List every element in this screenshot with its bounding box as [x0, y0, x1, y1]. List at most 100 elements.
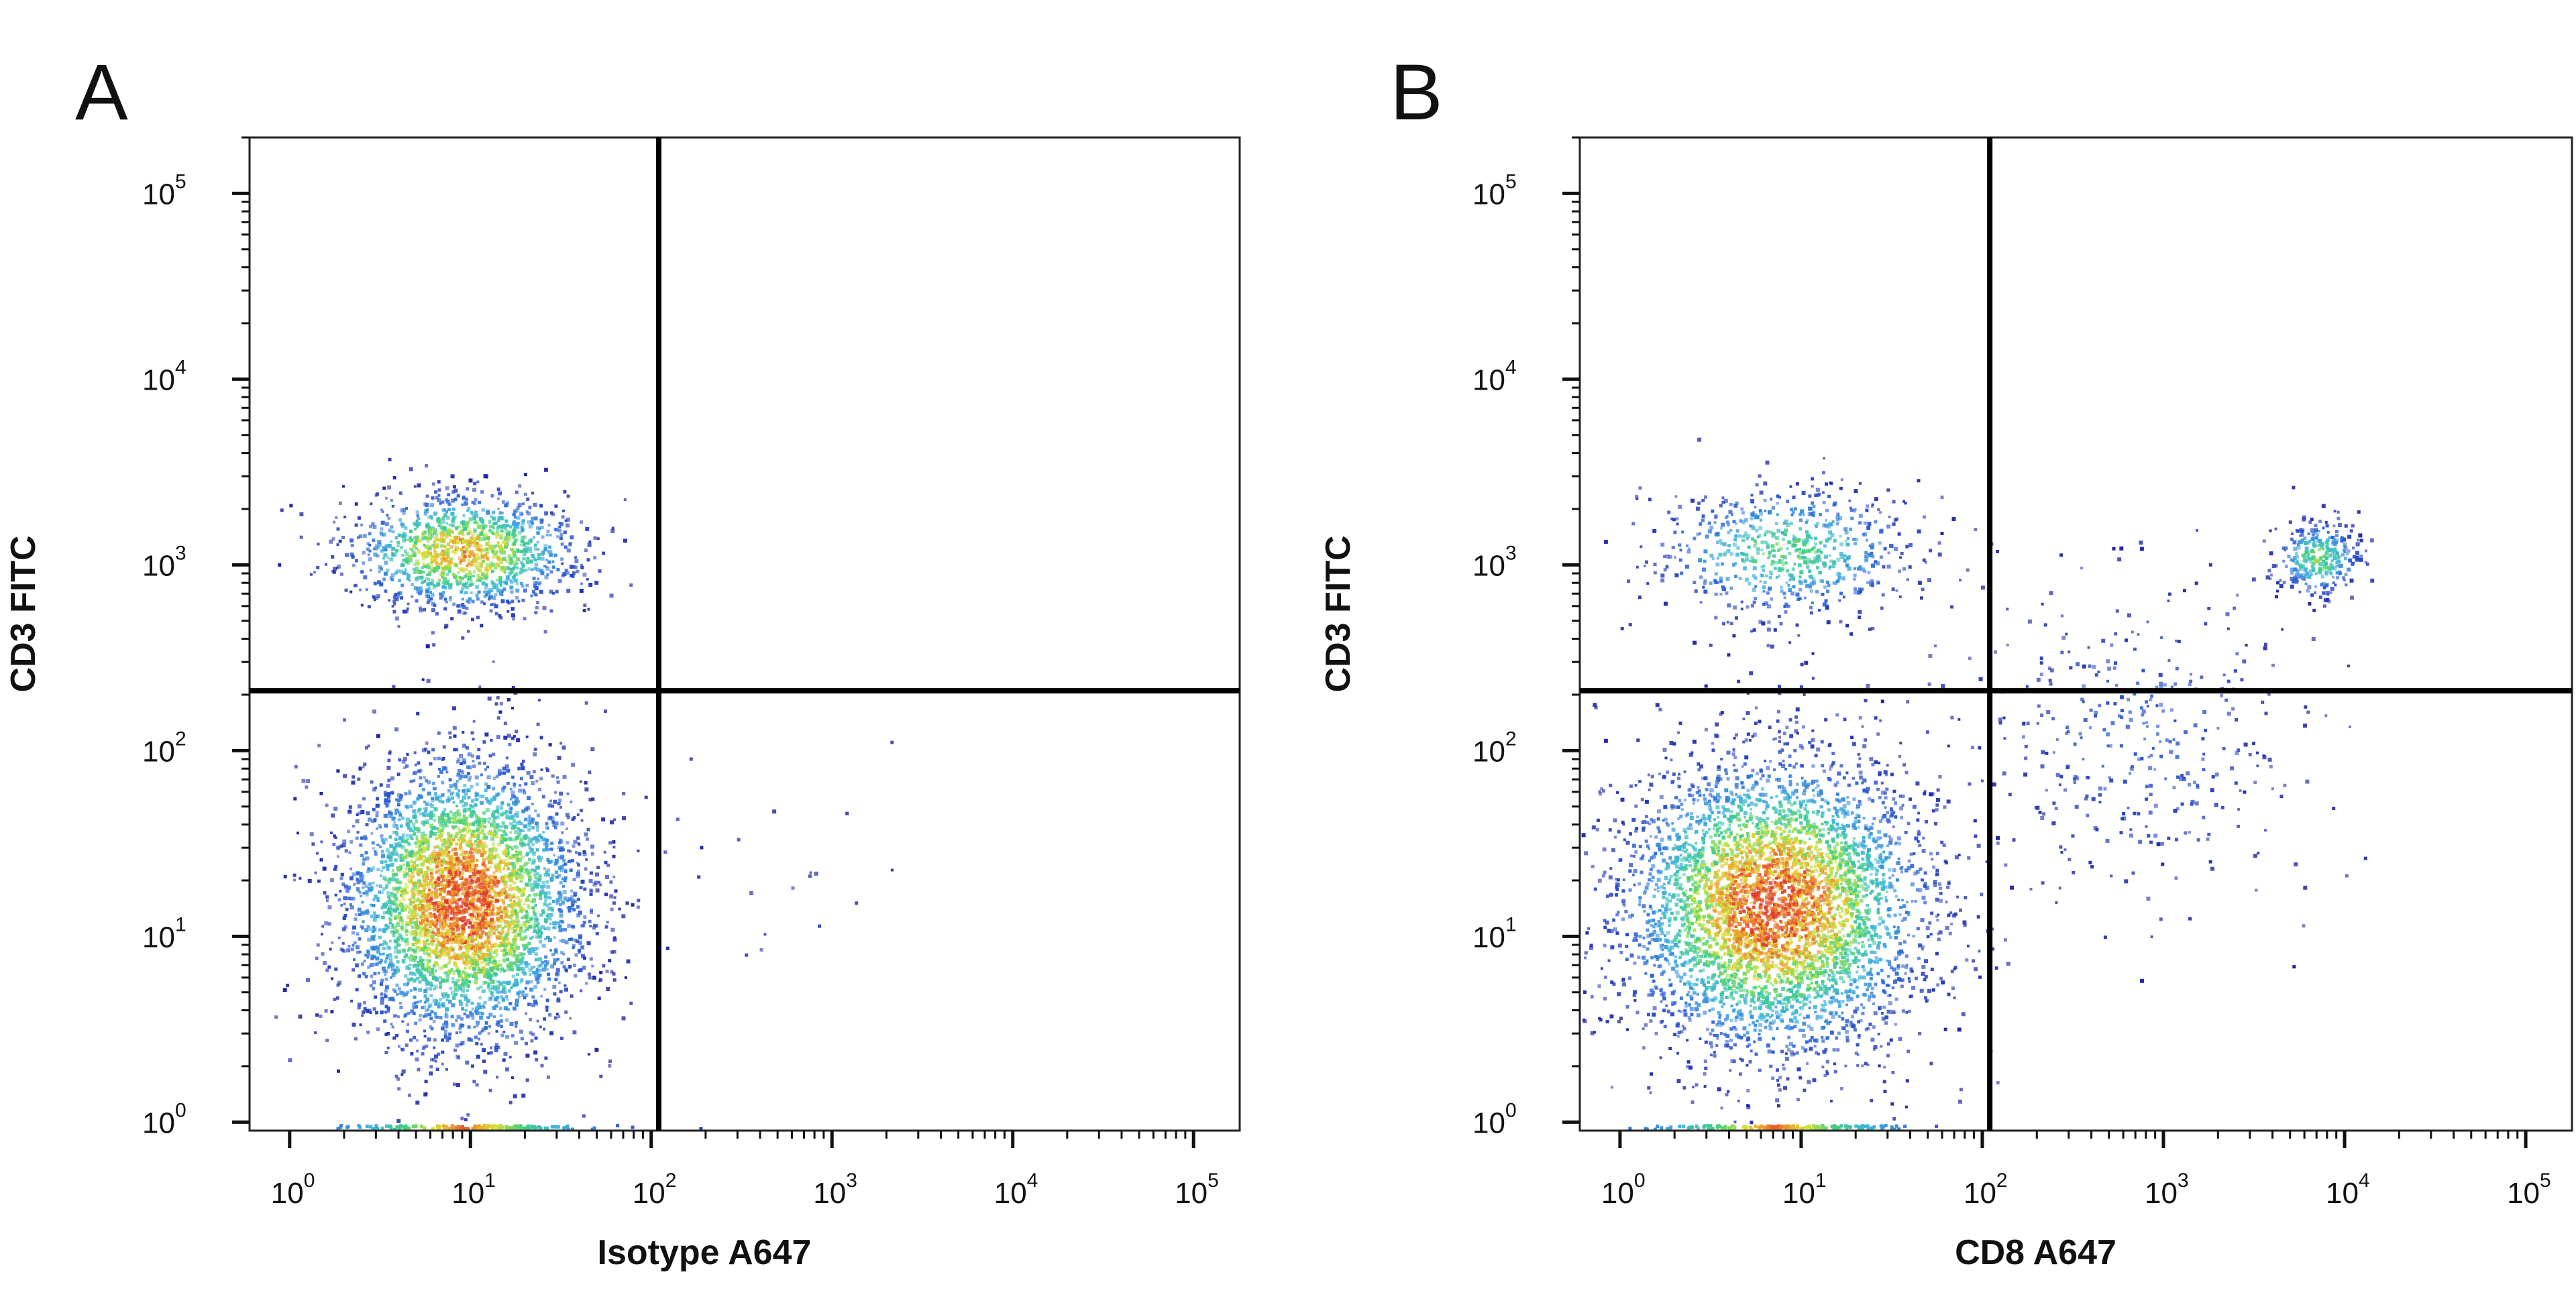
event-point	[449, 865, 454, 870]
event-point	[401, 937, 405, 942]
event-point	[462, 597, 464, 601]
event-point	[397, 880, 401, 884]
event-point	[546, 529, 550, 533]
event-point	[421, 911, 425, 915]
event-point	[421, 892, 425, 896]
event-point	[451, 948, 454, 952]
event-point	[405, 507, 408, 510]
event-point	[511, 927, 515, 931]
event-point	[400, 927, 405, 931]
event-point	[568, 859, 572, 863]
event-point	[390, 1023, 393, 1026]
event-point	[514, 980, 519, 984]
event-point	[478, 1005, 482, 1010]
event-point	[476, 837, 480, 841]
event-point	[501, 500, 505, 504]
event-point	[384, 1032, 388, 1036]
event-point	[492, 545, 497, 549]
event-point	[348, 805, 352, 809]
event-point	[470, 847, 474, 851]
event-point	[397, 625, 400, 628]
event-point	[395, 830, 398, 834]
event-point	[409, 536, 412, 540]
event-point	[414, 988, 417, 991]
event-point	[353, 882, 356, 886]
event-point	[557, 1015, 561, 1019]
event-point	[362, 797, 366, 801]
event-point	[479, 844, 483, 848]
event-point	[416, 797, 420, 801]
event-point	[484, 874, 488, 878]
event-point	[364, 910, 368, 915]
event-point	[458, 925, 462, 929]
event-point	[480, 528, 484, 532]
event-point	[509, 878, 513, 882]
event-point	[521, 598, 525, 602]
event-point	[398, 579, 402, 583]
event-point	[453, 734, 457, 738]
event-point	[492, 907, 495, 911]
event-point	[418, 988, 423, 992]
event-point	[425, 958, 428, 962]
event-point	[490, 992, 494, 995]
event-point	[366, 952, 370, 956]
event-point	[471, 512, 475, 516]
event-point	[504, 933, 508, 937]
event-point	[473, 1025, 476, 1029]
event-point	[388, 946, 392, 950]
event-point	[356, 950, 360, 954]
event-point	[466, 599, 469, 603]
event-point	[459, 1002, 464, 1007]
event-point	[476, 1002, 481, 1007]
event-point	[495, 1043, 498, 1047]
event-point	[500, 1033, 504, 1037]
event-point	[427, 913, 431, 917]
event-point	[452, 994, 455, 998]
event-point	[573, 963, 576, 967]
event-point	[574, 565, 578, 569]
event-point	[538, 526, 541, 530]
event-point	[418, 890, 423, 895]
event-point	[572, 908, 576, 912]
event-point	[425, 819, 429, 823]
event-point	[547, 560, 551, 564]
event-point	[453, 748, 457, 752]
event-point	[520, 777, 523, 781]
event-point	[614, 889, 618, 893]
event-point	[564, 569, 568, 572]
event-point	[420, 839, 424, 843]
event-point	[497, 892, 501, 896]
event-point	[363, 960, 366, 963]
event-point	[504, 519, 508, 523]
event-point	[484, 919, 488, 923]
event-point	[437, 860, 441, 864]
event-point	[380, 520, 385, 525]
event-point	[428, 889, 431, 892]
event-point	[492, 823, 496, 826]
event-point	[436, 1001, 441, 1006]
event-point	[529, 936, 533, 940]
event-point	[449, 583, 453, 586]
event-point	[517, 946, 520, 950]
event-point	[479, 551, 482, 554]
event-point	[513, 524, 518, 529]
event-point	[521, 528, 524, 532]
event-point	[354, 1037, 358, 1041]
event-point	[382, 947, 386, 950]
event-point	[465, 889, 470, 894]
event-point	[403, 756, 407, 761]
event-point	[372, 955, 376, 959]
event-point	[533, 869, 537, 872]
event-point	[519, 858, 523, 862]
event-point	[364, 975, 368, 978]
event-point	[515, 522, 520, 526]
event-point	[508, 574, 511, 577]
event-point	[510, 561, 513, 565]
event-point	[455, 842, 459, 846]
event-point	[451, 912, 455, 916]
event-point	[453, 488, 458, 493]
event-point	[402, 571, 406, 575]
event-point	[465, 606, 469, 610]
event-point	[375, 1011, 379, 1015]
event-point	[462, 558, 466, 563]
